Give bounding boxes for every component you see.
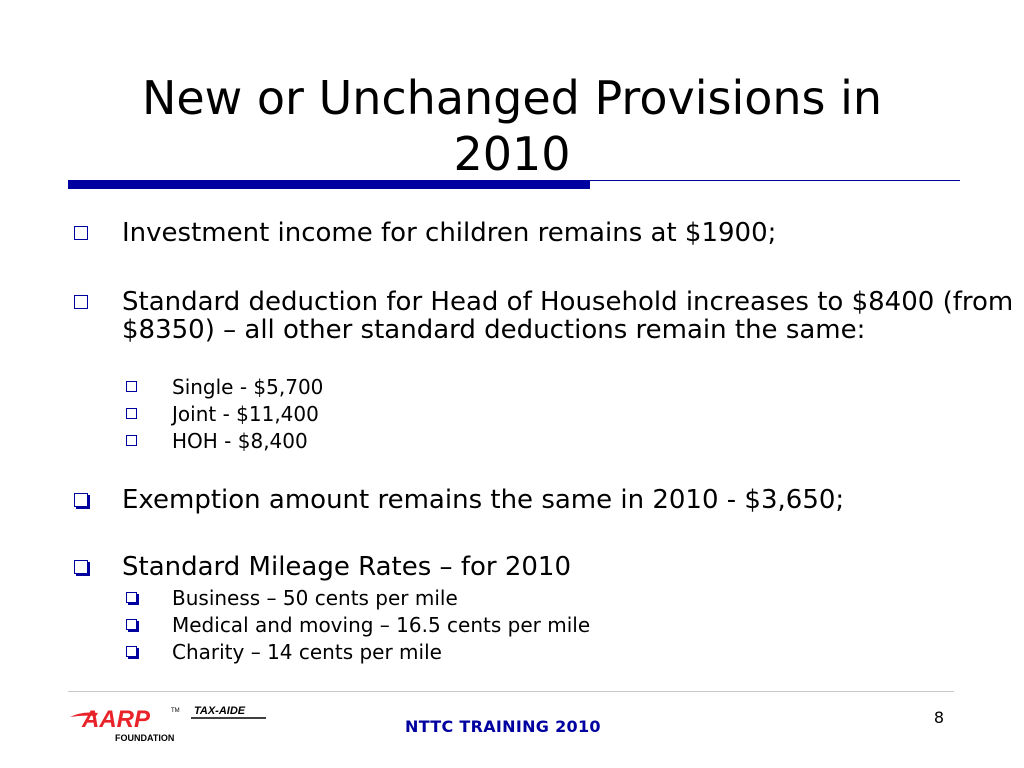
bullet-marker-icon [74, 226, 88, 240]
slide-title-line2: 2010 [453, 127, 571, 181]
logo-subtitle: FOUNDATION [115, 733, 174, 743]
sub-bullet-medical-moving: Medical and moving – 16.5 cents per mile [126, 612, 972, 638]
sub-bullet-marker-icon [126, 408, 137, 419]
bullet-marker-icon [74, 493, 88, 507]
sub-bullet-marker-icon [126, 381, 137, 392]
sub-bullet-business: Business – 50 cents per mile [126, 585, 972, 611]
sub-bullet-marker-icon [126, 435, 137, 446]
sub-bullet-marker-icon [126, 646, 137, 657]
sub-bullet-hoh: HOH - $8,400 [126, 428, 972, 454]
sub-bullet-joint: Joint - $11,400 [126, 401, 972, 427]
footer-training-label: NTTC TRAINING 2010 [405, 717, 601, 736]
title-underline-thin [590, 180, 960, 181]
bullet-exemption-amount: Exemption amount remains the same in 201… [74, 486, 1017, 514]
bullet-mileage-rates: Standard Mileage Rates – for 2010 [74, 553, 1017, 581]
slide-title-line1: New or Unchanged Provisions in [141, 71, 883, 125]
sub-bullet-charity: Charity – 14 cents per mile [126, 639, 972, 665]
bullet-investment-income: Investment income for children remains a… [74, 219, 1017, 247]
aarp-foundation-logo: AARP TM FOUNDATION TAX-AIDE [70, 705, 266, 743]
logo-wordmark: AARP [81, 706, 151, 733]
sub-bullet-marker-icon [126, 619, 137, 630]
aarp-swoosh-icon [70, 712, 98, 717]
logo-tm: TM [171, 708, 180, 714]
sub-bullet-single: Single - $5,700 [126, 374, 972, 400]
sub-bullet-marker-icon [126, 592, 137, 603]
bullet-marker-icon [74, 295, 88, 309]
footer-divider [68, 691, 954, 692]
slide-page-number: 8 [933, 708, 944, 727]
title-underline-thick [68, 180, 590, 189]
bullet-marker-icon [74, 560, 88, 574]
slide-title: New or Unchanged Provisions in 2010 [60, 70, 964, 182]
bullet-standard-deduction: Standard deduction for Head of Household… [74, 288, 1017, 344]
logo-tagline: TAX-AIDE [194, 705, 246, 717]
